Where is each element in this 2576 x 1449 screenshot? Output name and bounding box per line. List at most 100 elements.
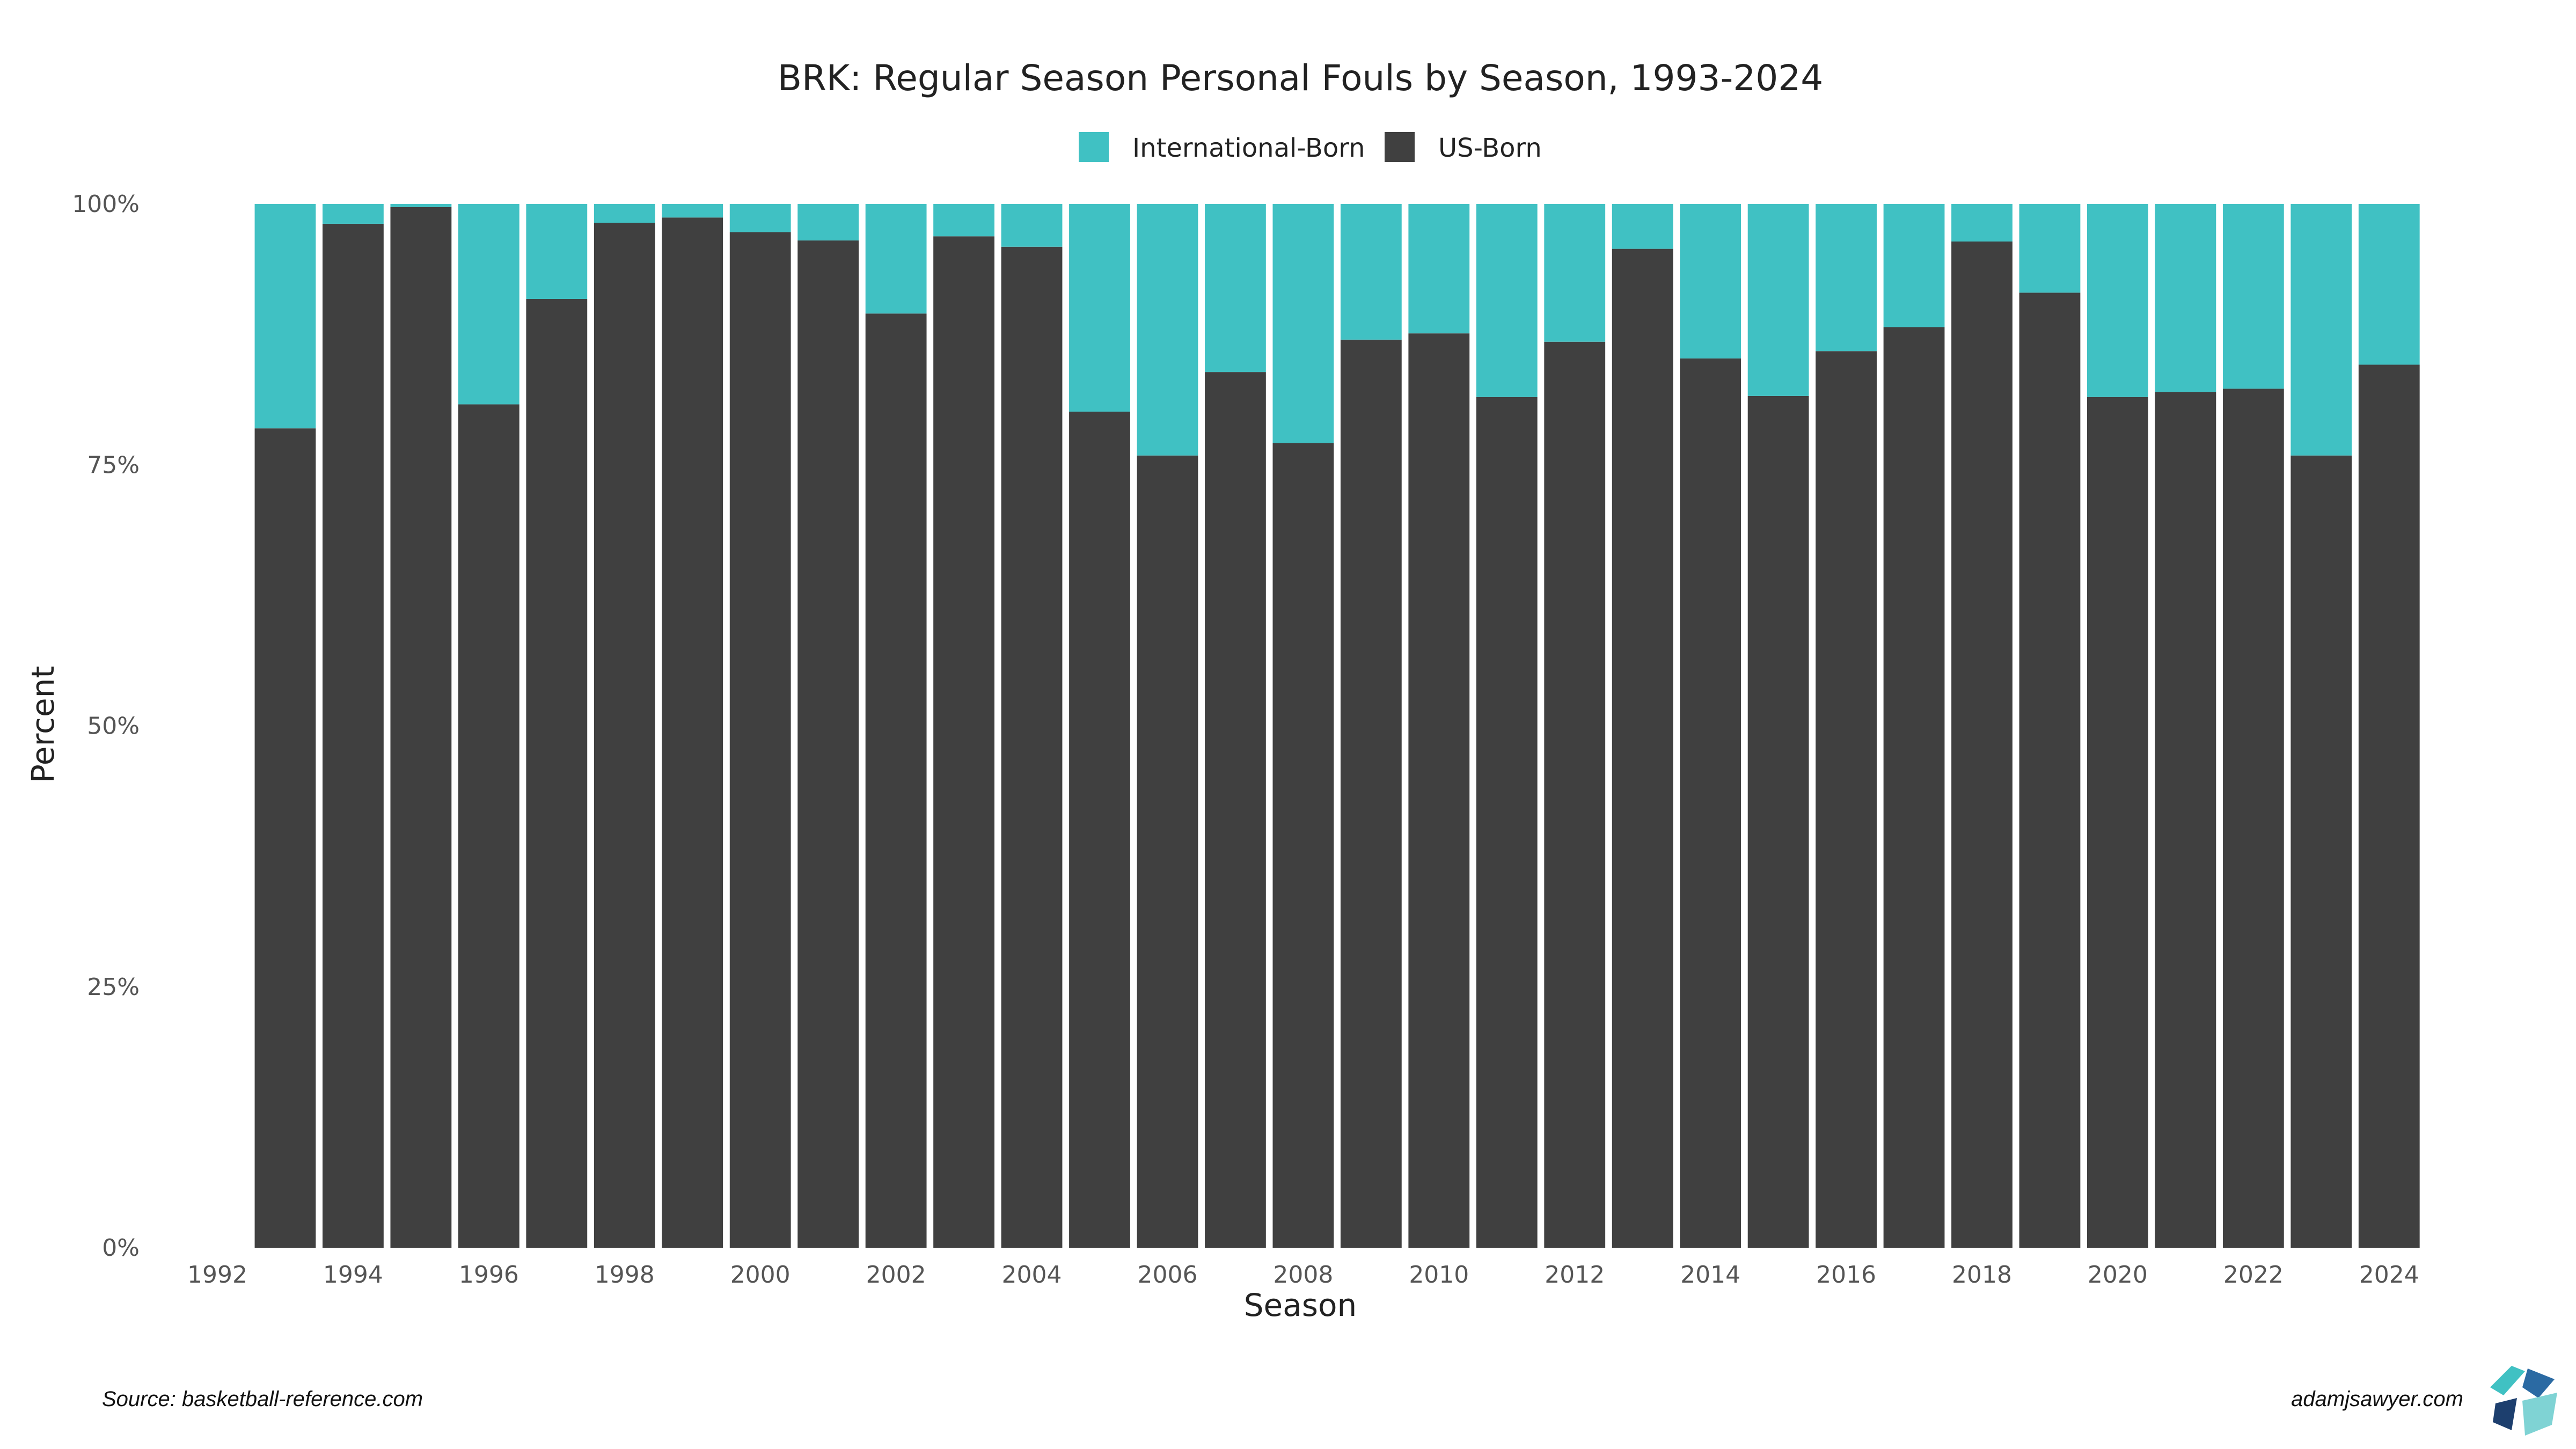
x-tick-label: 2004 [1002,1261,1062,1289]
bar-us-born-2014 [1680,358,1741,1248]
bar-international-born-1996 [458,204,519,405]
legend-label-international-born: International-Born [1132,133,1365,163]
x-tick-label: 2024 [2359,1261,2419,1289]
bar-us-born-2017 [1883,327,1945,1248]
bar-international-born-2023 [2290,204,2352,456]
x-tick-label: 2016 [1816,1261,1876,1289]
bar-us-born-2022 [2222,389,2284,1248]
bar-us-born-2005 [1069,412,1130,1248]
bar-us-born-1996 [458,404,519,1248]
bar-us-born-2024 [2358,364,2420,1248]
y-tick-label: 0% [102,1234,140,1262]
bar-international-born-2022 [2222,204,2284,389]
bar-us-born-2021 [2155,392,2216,1248]
bar-us-born-1994 [323,223,384,1248]
credit-link[interactable]: adamjsawyer.com [2291,1387,2463,1411]
x-tick-label: 2020 [2088,1261,2148,1289]
bar-international-born-1997 [526,204,588,299]
y-tick-label: 100% [72,191,140,218]
bar-us-born-2013 [1612,248,1673,1248]
x-tick-label: 2022 [2223,1261,2284,1289]
bar-international-born-2005 [1069,204,1130,412]
x-tick-label: 1998 [595,1261,655,1289]
bar-us-born-2000 [729,232,791,1248]
legend-swatch-us-born [1385,132,1415,162]
x-axis-title: Season [1244,1287,1357,1323]
bar-us-born-2019 [2019,292,2081,1248]
bar-international-born-2003 [933,204,994,237]
bar-international-born-2017 [1883,204,1945,327]
bar-international-born-2004 [1001,204,1063,247]
bar-us-born-2003 [933,236,994,1248]
y-tick-label: 25% [87,974,140,1001]
source-note: Source: basketball-reference.com [102,1387,423,1411]
bar-us-born-2015 [1747,396,1809,1248]
bar-us-born-1998 [594,223,655,1248]
bar-us-born-2016 [1816,351,1877,1248]
bar-international-born-2015 [1747,204,1809,396]
bar-international-born-2012 [1544,204,1606,342]
bar-international-born-2020 [2087,204,2148,397]
bar-international-born-2013 [1612,204,1673,249]
bar-us-born-2011 [1476,397,1538,1248]
bar-international-born-2010 [1408,204,1470,334]
y-tick-label: 75% [87,451,140,479]
y-tick-label: 50% [87,713,140,740]
bar-us-born-1995 [390,207,452,1248]
bar-international-born-2024 [2358,204,2420,365]
bar-international-born-2019 [2019,204,2081,293]
bar-us-born-2006 [1137,455,1198,1248]
y-axis: 0% 25% 50% 75% 100% [72,191,140,1262]
bar-international-born-2016 [1816,204,1877,352]
bar-us-born-2009 [1340,339,1402,1248]
x-tick-label: 2014 [1680,1261,1740,1289]
bar-international-born-1998 [594,204,655,223]
bar-international-born-1999 [662,204,723,218]
x-tick-label: 2010 [1409,1261,1469,1289]
bar-us-born-2020 [2087,397,2148,1248]
bar-international-born-2002 [865,204,927,314]
bar-us-born-2023 [2290,455,2352,1248]
bar-us-born-1999 [662,217,723,1248]
bar-us-born-1993 [254,428,316,1248]
bar-international-born-2001 [797,204,859,241]
bar-us-born-2012 [1544,341,1606,1248]
bar-us-born-1997 [526,298,588,1248]
bar-us-born-2018 [1951,241,2012,1248]
bar-international-born-2009 [1340,204,1402,340]
bar-international-born-2014 [1680,204,1741,358]
x-tick-label: 2000 [730,1261,791,1289]
y-axis-title: Percent [25,666,61,783]
bars [254,204,2420,1248]
x-tick-label: 1994 [323,1261,383,1289]
bar-international-born-2008 [1272,204,1334,443]
x-tick-label: 1996 [459,1261,519,1289]
bar-international-born-1994 [323,204,384,224]
x-tick-label: 1992 [187,1261,247,1289]
bar-us-born-2002 [865,313,927,1248]
bar-international-born-1993 [254,204,316,429]
bar-international-born-1995 [390,204,452,207]
bar-international-born-2000 [729,204,791,232]
legend: International-Born US-Born [1079,132,1542,163]
bar-international-born-2021 [2155,204,2216,392]
x-tick-label: 2018 [1952,1261,2012,1289]
bar-international-born-2007 [1205,204,1266,372]
bar-us-born-2008 [1272,443,1334,1248]
bar-us-born-2010 [1408,333,1470,1248]
bar-international-born-2011 [1476,204,1538,397]
x-tick-label: 2006 [1137,1261,1197,1289]
bar-international-born-2018 [1951,204,2012,242]
legend-swatch-international-born [1079,132,1109,162]
bar-us-born-2004 [1001,246,1063,1248]
x-tick-label: 2002 [866,1261,926,1289]
x-tick-label: 2012 [1545,1261,1605,1289]
x-axis: 1992 1994 1996 1998 2000 2002 2004 2006 2008 2010… [187,1261,2419,1289]
legend-label-us-born: US-Born [1438,133,1542,163]
bar-us-born-2001 [797,240,859,1248]
chart-title: BRK: Regular Season Personal Fouls by Se… [778,57,1824,99]
adamjsawyer-logo-icon [2478,1359,2562,1443]
x-tick-label: 2008 [1273,1261,1333,1289]
bar-international-born-2006 [1137,204,1198,456]
